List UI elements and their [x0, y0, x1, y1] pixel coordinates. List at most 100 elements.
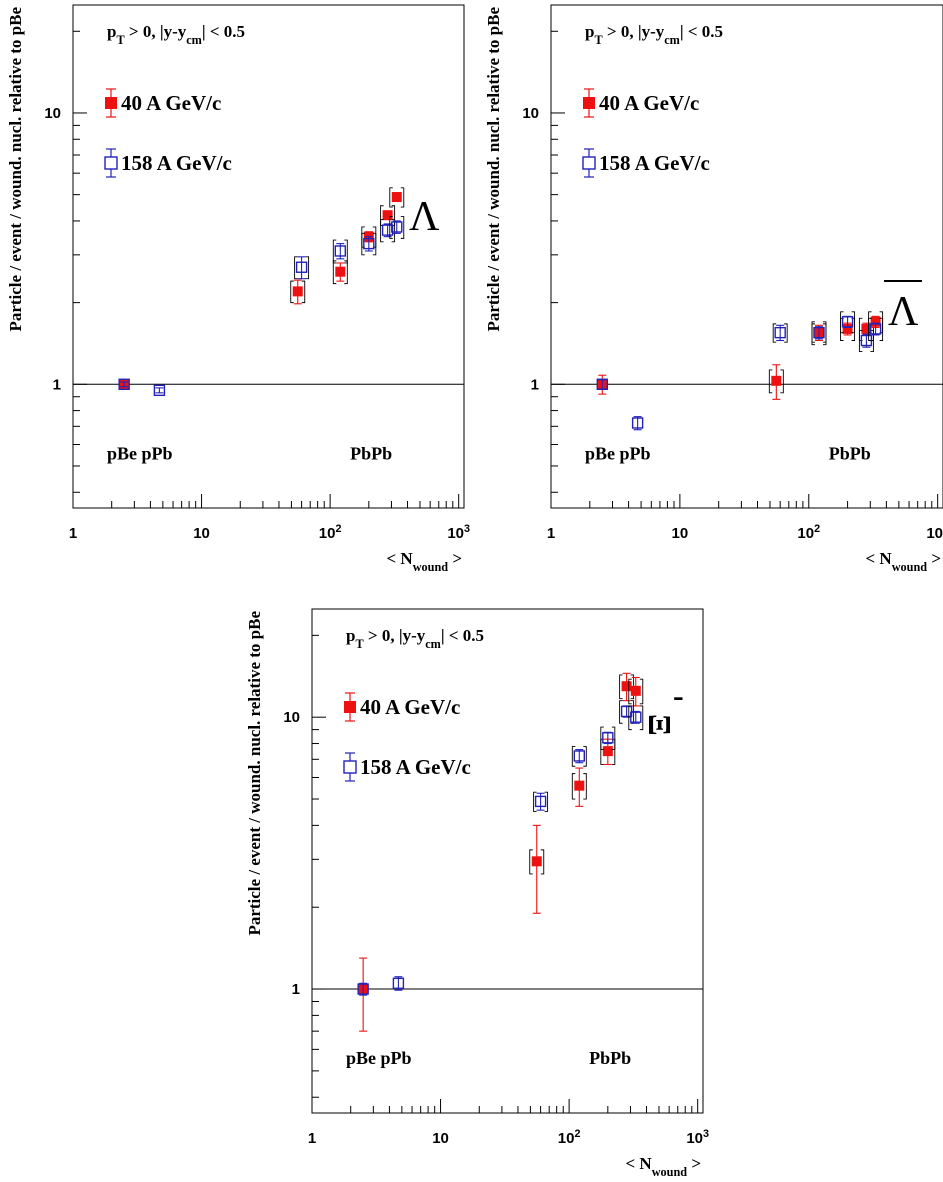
legend-label: 158 A GeV/c: [599, 151, 710, 175]
system-label-small: pBe pPb: [107, 443, 173, 463]
x-tick-label: 10: [193, 525, 210, 542]
legend-marker-open-square: [582, 156, 596, 170]
data-point-open: [631, 417, 644, 429]
y-tick-label: 1: [53, 376, 61, 393]
data-point-open: [118, 378, 130, 390]
particle-superscript: -: [673, 677, 684, 713]
data-point-open: [363, 237, 375, 250]
systematic-bracket: [600, 726, 616, 751]
kinematic-condition: pT > 0, |y-ycm| < 0.5: [107, 22, 245, 47]
data-point-open: [841, 316, 854, 328]
data-point-open: [357, 983, 369, 995]
systematic-bracket: [380, 219, 396, 243]
x-tick-label: 102: [319, 523, 342, 542]
data-point-open: [573, 750, 585, 762]
plot-frame: [72, 4, 465, 509]
data-point-open: [630, 711, 642, 723]
series-158: [357, 700, 644, 996]
series-158: [596, 311, 884, 431]
x-tick-label: 1: [69, 525, 77, 542]
xi-panel: 1 10 102 103 1 10 < Nwound > Particle / event /…: [245, 608, 709, 1179]
legend-label: 40 A GeV/c: [121, 91, 221, 115]
legend-marker-open-square: [104, 156, 118, 170]
x-axis-label: < Nwound >: [625, 1154, 701, 1179]
x-tick-label: 10: [432, 1130, 449, 1147]
x-axis-label: < Nwound >: [386, 549, 462, 574]
legend-marker-filled-square: [344, 701, 356, 713]
x-tick-label: 103: [926, 523, 943, 542]
data-point-open: [774, 326, 786, 339]
kinematic-condition: pT > 0, |y-ycm| < 0.5: [585, 22, 723, 47]
system-label-large: PbPb: [350, 443, 392, 463]
lambda-panel: 1 10 102 103 1 10 < Nwound > Particle / event /…: [6, 4, 470, 574]
systematic-bracket: [772, 323, 788, 343]
series-40: [358, 672, 644, 1032]
data-point-filled: [842, 323, 853, 334]
x-tick-label: 10: [672, 525, 689, 542]
systematic-bracket: [533, 791, 549, 812]
data-point-open: [869, 323, 882, 335]
system-label-small: pBe pPb: [585, 443, 651, 463]
y-tick-label: 10: [522, 105, 539, 122]
systematic-bracket: [768, 369, 784, 394]
data-point-open: [153, 384, 166, 397]
data-point-open: [813, 326, 825, 339]
systematic-bracket: [628, 678, 644, 705]
x-tick-label: 102: [797, 523, 820, 542]
systematic-bracket: [628, 705, 644, 731]
data-point-open: [334, 245, 346, 257]
legend-marker-filled-square: [105, 97, 117, 109]
x-tick-label: 102: [558, 1128, 581, 1147]
data-point-filled: [621, 681, 632, 692]
data-point-open: [602, 732, 614, 744]
particle-symbol: Ξ: [642, 714, 678, 736]
systematic-bracket: [571, 746, 587, 767]
systematic-bracket: [294, 256, 310, 280]
systematic-bracket: [332, 260, 348, 285]
kinematic-condition: pT > 0, |y-ycm| < 0.5: [346, 626, 484, 651]
y-tick-label: 10: [44, 105, 61, 122]
data-point-open: [295, 261, 308, 273]
plot-frame: [550, 4, 943, 509]
series-158: [118, 216, 405, 397]
data-point-filled: [630, 685, 641, 696]
data-point-filled: [602, 746, 613, 757]
legend-marker-open-square: [343, 760, 357, 774]
data-point-open: [391, 221, 403, 233]
data-point-filled: [335, 266, 346, 277]
systematic-bracket: [571, 773, 587, 800]
y-axis-label: Particle / event / wound. nucl. relative…: [6, 7, 25, 332]
antilambda-panel: 1 10 102 103 1 10 < Nwound > Particle / event /…: [484, 4, 943, 574]
legend-label: 40 A GeV/c: [360, 695, 460, 719]
systematic-bracket: [529, 849, 545, 875]
data-point-filled: [382, 210, 393, 221]
x-tick-label: 1: [308, 1130, 316, 1147]
y-tick-label: 10: [283, 709, 300, 726]
data-point-filled: [771, 375, 782, 386]
particle-symbol: Λ: [409, 194, 440, 240]
legend-marker-filled-square: [583, 97, 595, 109]
data-point-filled: [391, 192, 402, 203]
systematic-bracket: [389, 187, 405, 208]
y-tick-label: 1: [292, 981, 300, 998]
system-label-large: PbPb: [589, 1048, 631, 1068]
data-point-filled: [574, 780, 585, 791]
system-label-large: PbPb: [829, 443, 871, 463]
systematic-bracket: [332, 239, 348, 264]
legend-label: 158 A GeV/c: [121, 151, 232, 175]
data-point-open: [620, 705, 633, 718]
systematic-bracket: [361, 232, 377, 256]
data-point-filled: [861, 323, 872, 334]
data-point-open: [534, 795, 547, 808]
x-tick-label: 103: [686, 1128, 709, 1147]
y-axis-label: Particle / event / wound. nucl. relative…: [245, 611, 264, 936]
data-point-open: [381, 224, 394, 236]
data-point-filled: [870, 316, 881, 327]
legend-label: 158 A GeV/c: [360, 755, 471, 779]
legend-label: 40 A GeV/c: [599, 91, 699, 115]
x-tick-label: 1: [547, 525, 555, 542]
systematic-bracket: [840, 311, 856, 334]
systematic-bracket: [389, 216, 405, 239]
systematic-bracket: [858, 329, 874, 353]
